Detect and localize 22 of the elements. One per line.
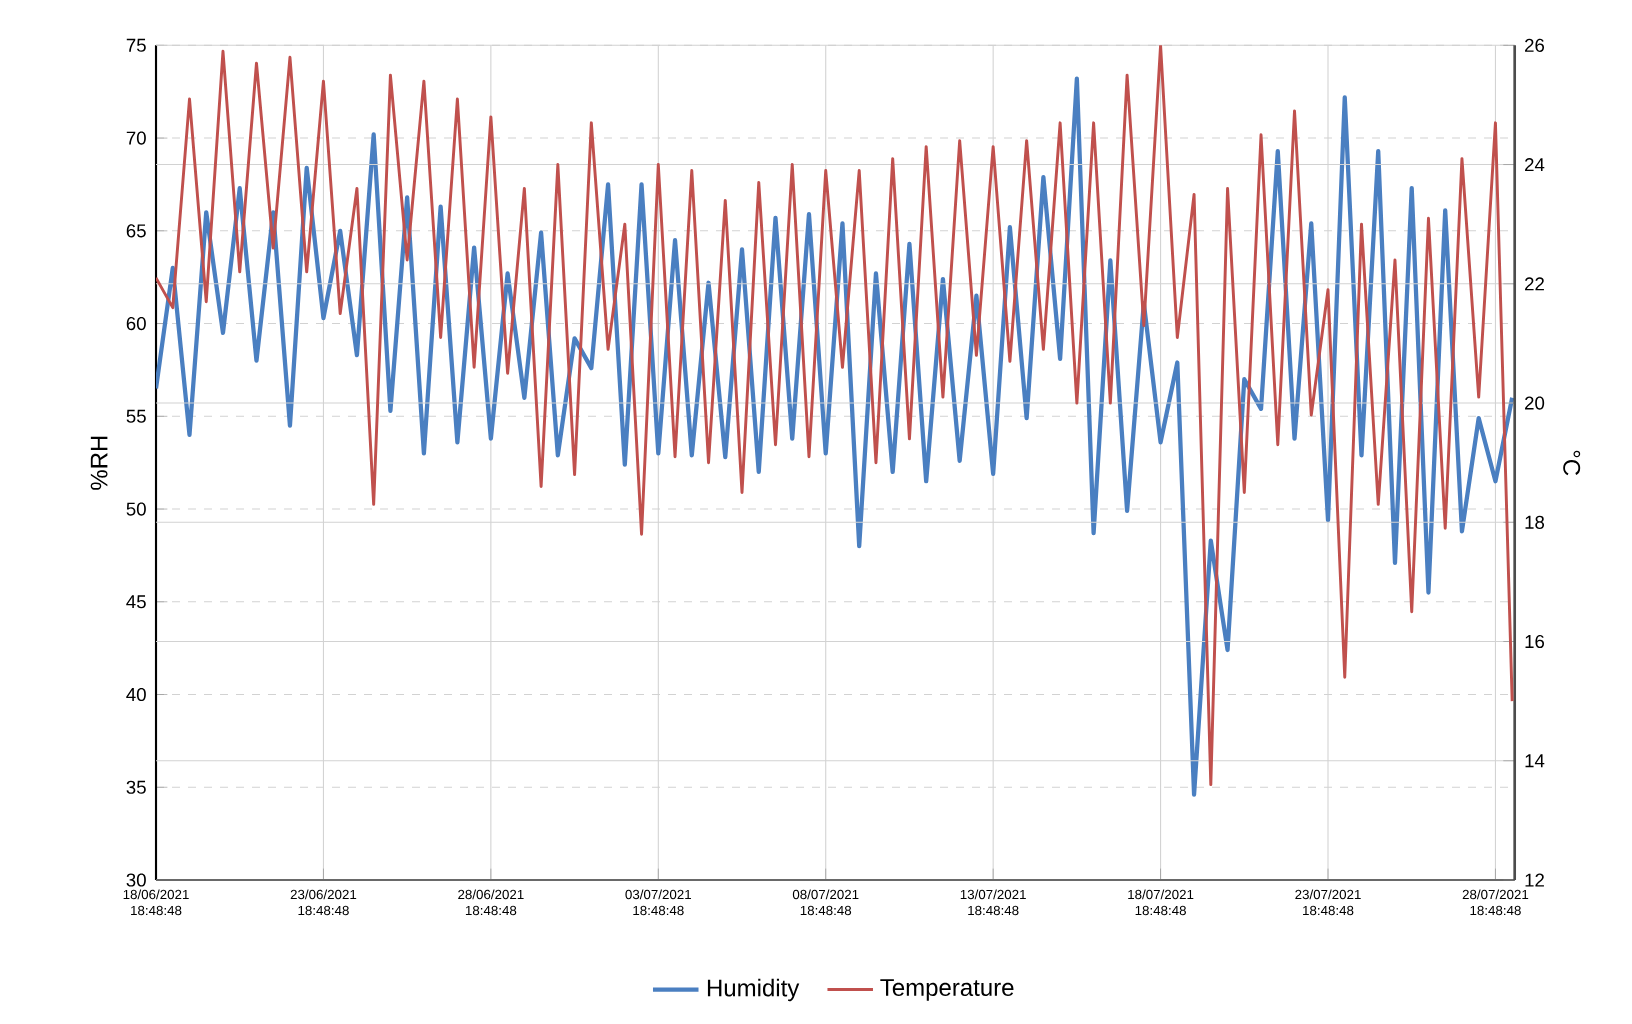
y-tick-label: 70 <box>126 131 146 145</box>
y2-tick-label: 26 <box>1525 38 1545 52</box>
y-tick-label: 75 <box>126 38 146 52</box>
y-axis-title: %RH <box>90 436 108 490</box>
y2-axis-title: °C <box>1563 450 1581 476</box>
y-tick-label: 60 <box>126 316 146 331</box>
y2-tick-label: 14 <box>1525 754 1545 768</box>
y2-tick-label: 18 <box>1525 515 1545 529</box>
y2-tick-label: 12 <box>1525 873 1544 887</box>
y2-tick-label: 22 <box>1525 277 1544 291</box>
y-tick-label: 50 <box>126 502 146 516</box>
y-tick-label: 45 <box>126 595 146 609</box>
y-tick-label: 30 <box>126 873 146 887</box>
y-tick-label: 40 <box>126 687 146 702</box>
y-tick-label: 65 <box>126 224 146 238</box>
y2-tick-label: 16 <box>1525 634 1545 649</box>
legend-label: Humidity <box>707 978 800 1002</box>
y2-tick-label: 24 <box>1525 158 1545 172</box>
y-tick-label: 55 <box>126 409 146 423</box>
y-tick-label: 35 <box>126 780 146 794</box>
y2-tick-label: 20 <box>1525 396 1545 410</box>
legend-label: Temperature <box>880 979 1014 1001</box>
